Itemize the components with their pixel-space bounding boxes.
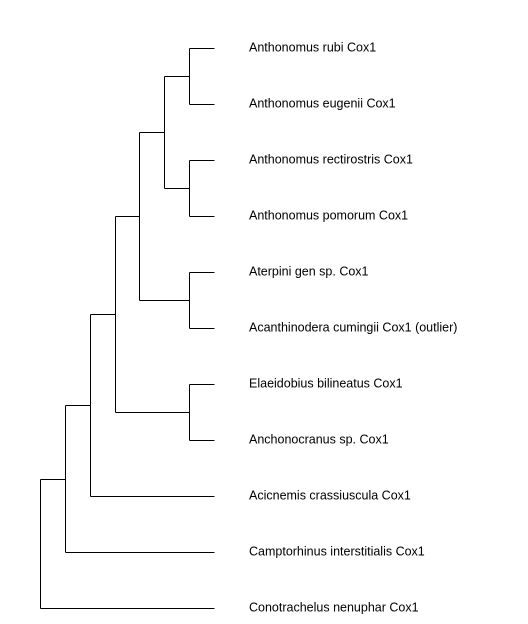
taxon-label-eugenii: Anthonomus eugenii Cox1	[249, 96, 396, 110]
taxon-label-rubi: Anthonomus rubi Cox1	[249, 40, 376, 54]
taxon-label-rectirostris: Anthonomus rectirostris Cox1	[249, 152, 413, 166]
taxon-label-elaeidobius: Elaeidobius bilineatus Cox1	[249, 376, 403, 390]
taxon-labels: Anthonomus rubi Cox1 Anthonomus eugenii C…	[249, 40, 457, 614]
taxon-label-anchonocranus: Anchonocranus sp. Cox1	[249, 432, 389, 446]
taxon-label-acicnemis: Acicnemis crassiuscula Cox1	[249, 488, 411, 502]
taxon-label-aterpini: Aterpini gen sp. Cox1	[249, 264, 369, 278]
taxon-label-camptorhinus: Camptorhinus interstitialis Cox1	[249, 544, 425, 558]
taxon-label-conotrachelus: Conotrachelus nenuphar Cox1	[249, 600, 419, 614]
tree-branches	[40, 48, 215, 609]
taxon-label-acanthinodera: Acanthinodera cumingii Cox1 (outlier)	[249, 320, 457, 334]
taxon-label-pomorum: Anthonomus pomorum Cox1	[249, 208, 408, 222]
